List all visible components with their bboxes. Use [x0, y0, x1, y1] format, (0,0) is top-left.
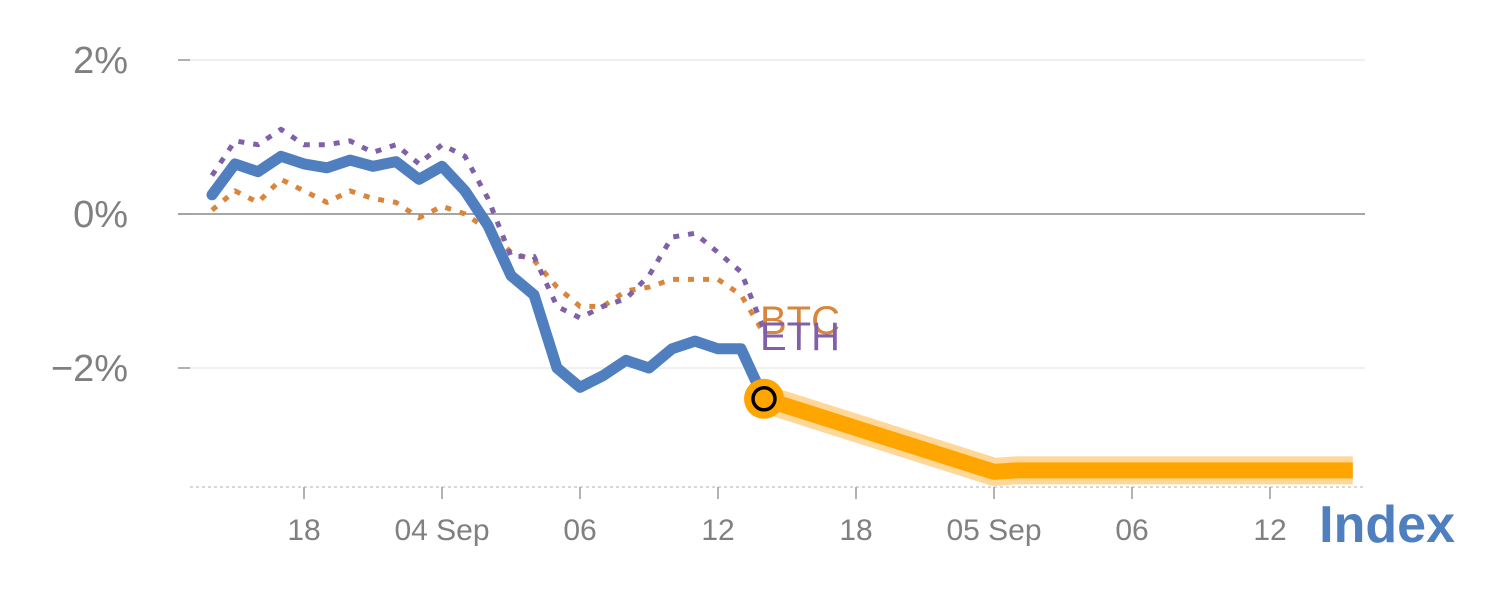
y-tick-label: −2%: [51, 348, 128, 390]
series-line-index: [206, 150, 770, 405]
series-line-eth: [209, 126, 767, 331]
series-line-btc: [210, 176, 767, 335]
y-tick-label: 2%: [73, 40, 128, 82]
current-point-marker: [751, 386, 777, 412]
x-tick-label: 04 Sep: [394, 514, 489, 547]
projection-band: [761, 391, 1353, 480]
x-tick-label: 06: [563, 514, 596, 547]
axis-layer: 18 04 Sep 06 12 18 05 Sep 06 12: [190, 486, 1365, 547]
projection-band-outer: [759, 385, 1353, 486]
x-tick-label: 12: [1253, 514, 1286, 547]
y-tick-label: 0%: [73, 194, 128, 236]
x-tick-label: 18: [839, 514, 872, 547]
x-tick-label: 05 Sep: [946, 514, 1041, 547]
grid-layer: 2% 0% −2%: [51, 40, 1365, 390]
label-layer: BTC ETH Index: [760, 299, 1455, 554]
projection-layer: [744, 378, 1353, 486]
index-label: Index: [1319, 496, 1455, 554]
x-tick-label: 06: [1115, 514, 1148, 547]
x-tick-label: 12: [701, 514, 734, 547]
x-tick-label: 18: [287, 514, 320, 547]
series-label-btc: BTC: [760, 299, 840, 343]
series-label-eth: ETH: [760, 315, 840, 359]
series-layer: [206, 126, 770, 405]
